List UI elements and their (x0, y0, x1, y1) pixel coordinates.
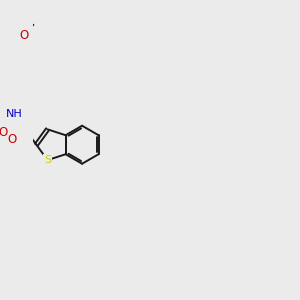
Text: O: O (20, 29, 29, 42)
Text: O: O (7, 133, 16, 146)
Text: NH: NH (6, 109, 22, 119)
Text: S: S (44, 155, 51, 165)
Text: O: O (0, 125, 8, 139)
